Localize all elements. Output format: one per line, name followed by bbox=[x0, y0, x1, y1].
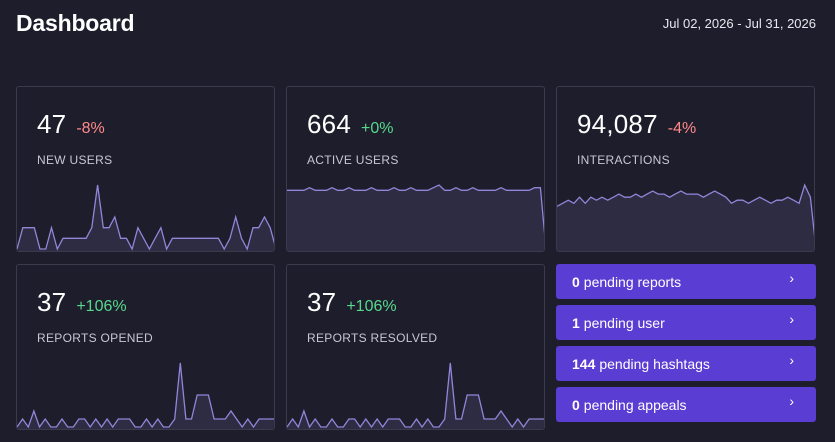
sparkline-active-users bbox=[287, 184, 544, 251]
page-title: Dashboard bbox=[16, 10, 135, 36]
metric: 37 +106% bbox=[307, 287, 397, 318]
sparkline-line bbox=[17, 184, 274, 251]
sparkline-area bbox=[557, 185, 814, 251]
action-text: 0 pending appeals bbox=[572, 397, 687, 413]
action-count: 0 bbox=[572, 396, 580, 413]
chevron-right-icon: › bbox=[789, 392, 794, 409]
metric-value: 664 bbox=[307, 109, 351, 139]
action-count: 0 bbox=[572, 273, 580, 290]
metric-label: ACTIVE USERS bbox=[307, 153, 399, 167]
metric-value: 37 bbox=[307, 287, 337, 317]
action-text: 0 pending reports bbox=[572, 274, 681, 290]
sparkline-reports-opened bbox=[17, 362, 274, 429]
sparkline-line bbox=[287, 362, 544, 429]
metric-value: 47 bbox=[37, 109, 67, 139]
sparkline-line bbox=[557, 183, 814, 237]
sparkline-area bbox=[287, 185, 544, 251]
action-label: pending user bbox=[583, 314, 665, 331]
sparkline-line bbox=[287, 184, 544, 235]
metric-change: -4% bbox=[667, 120, 697, 137]
action-text: 144 pending hashtags bbox=[572, 356, 710, 372]
action-text: 1 pending user bbox=[572, 315, 665, 331]
metric: 664 +0% bbox=[307, 109, 393, 140]
pending-user-button[interactable]: 1 pending user › bbox=[556, 305, 816, 340]
action-count: 144 bbox=[572, 355, 596, 372]
card-active-users[interactable]: 664 +0% ACTIVE USERS bbox=[286, 86, 545, 252]
metric-value: 94,087 bbox=[577, 109, 658, 139]
card-reports-opened[interactable]: 37 +106% REPORTS OPENED bbox=[16, 264, 275, 430]
pending-hashtags-button[interactable]: 144 pending hashtags › bbox=[556, 346, 816, 381]
metric: 47 -8% bbox=[37, 109, 105, 140]
card-new-users[interactable]: 47 -8% NEW USERS bbox=[16, 86, 275, 252]
metric-label: REPORTS RESOLVED bbox=[307, 331, 438, 345]
metric-value: 37 bbox=[37, 287, 67, 317]
sparkline-reports-resolved bbox=[287, 362, 544, 429]
pending-reports-button[interactable]: 0 pending reports › bbox=[556, 264, 816, 299]
metric: 94,087 -4% bbox=[577, 109, 696, 140]
action-label: pending reports bbox=[583, 273, 682, 290]
sparkline-line bbox=[17, 362, 274, 429]
metric-change: +0% bbox=[360, 120, 394, 137]
card-reports-resolved[interactable]: 37 +106% REPORTS RESOLVED bbox=[286, 264, 545, 430]
action-label: pending hashtags bbox=[599, 355, 710, 372]
action-label: pending appeals bbox=[583, 396, 687, 413]
card-interactions[interactable]: 94,087 -4% INTERACTIONS bbox=[556, 86, 815, 252]
pending-actions: 0 pending reports › 1 pending user › 144 pe… bbox=[556, 264, 816, 428]
chevron-right-icon: › bbox=[789, 351, 794, 368]
pending-appeals-button[interactable]: 0 pending appeals › bbox=[556, 387, 816, 422]
sparkline-interactions bbox=[557, 183, 814, 251]
sparkline-area bbox=[17, 363, 274, 429]
metric-label: NEW USERS bbox=[37, 153, 113, 167]
chevron-right-icon: › bbox=[789, 310, 794, 327]
metric-change: +106% bbox=[346, 298, 397, 315]
metric-change: -8% bbox=[76, 120, 105, 137]
date-range: Jul 02, 2026 - Jul 31, 2026 bbox=[662, 16, 816, 31]
metric-label: INTERACTIONS bbox=[577, 153, 670, 167]
metric-change: +106% bbox=[76, 298, 127, 315]
metric-label: REPORTS OPENED bbox=[37, 331, 154, 345]
action-count: 1 bbox=[572, 314, 580, 331]
sparkline-new-users bbox=[17, 184, 274, 251]
sparkline-area bbox=[287, 363, 544, 429]
chevron-right-icon: › bbox=[789, 269, 794, 286]
metric: 37 +106% bbox=[37, 287, 127, 318]
